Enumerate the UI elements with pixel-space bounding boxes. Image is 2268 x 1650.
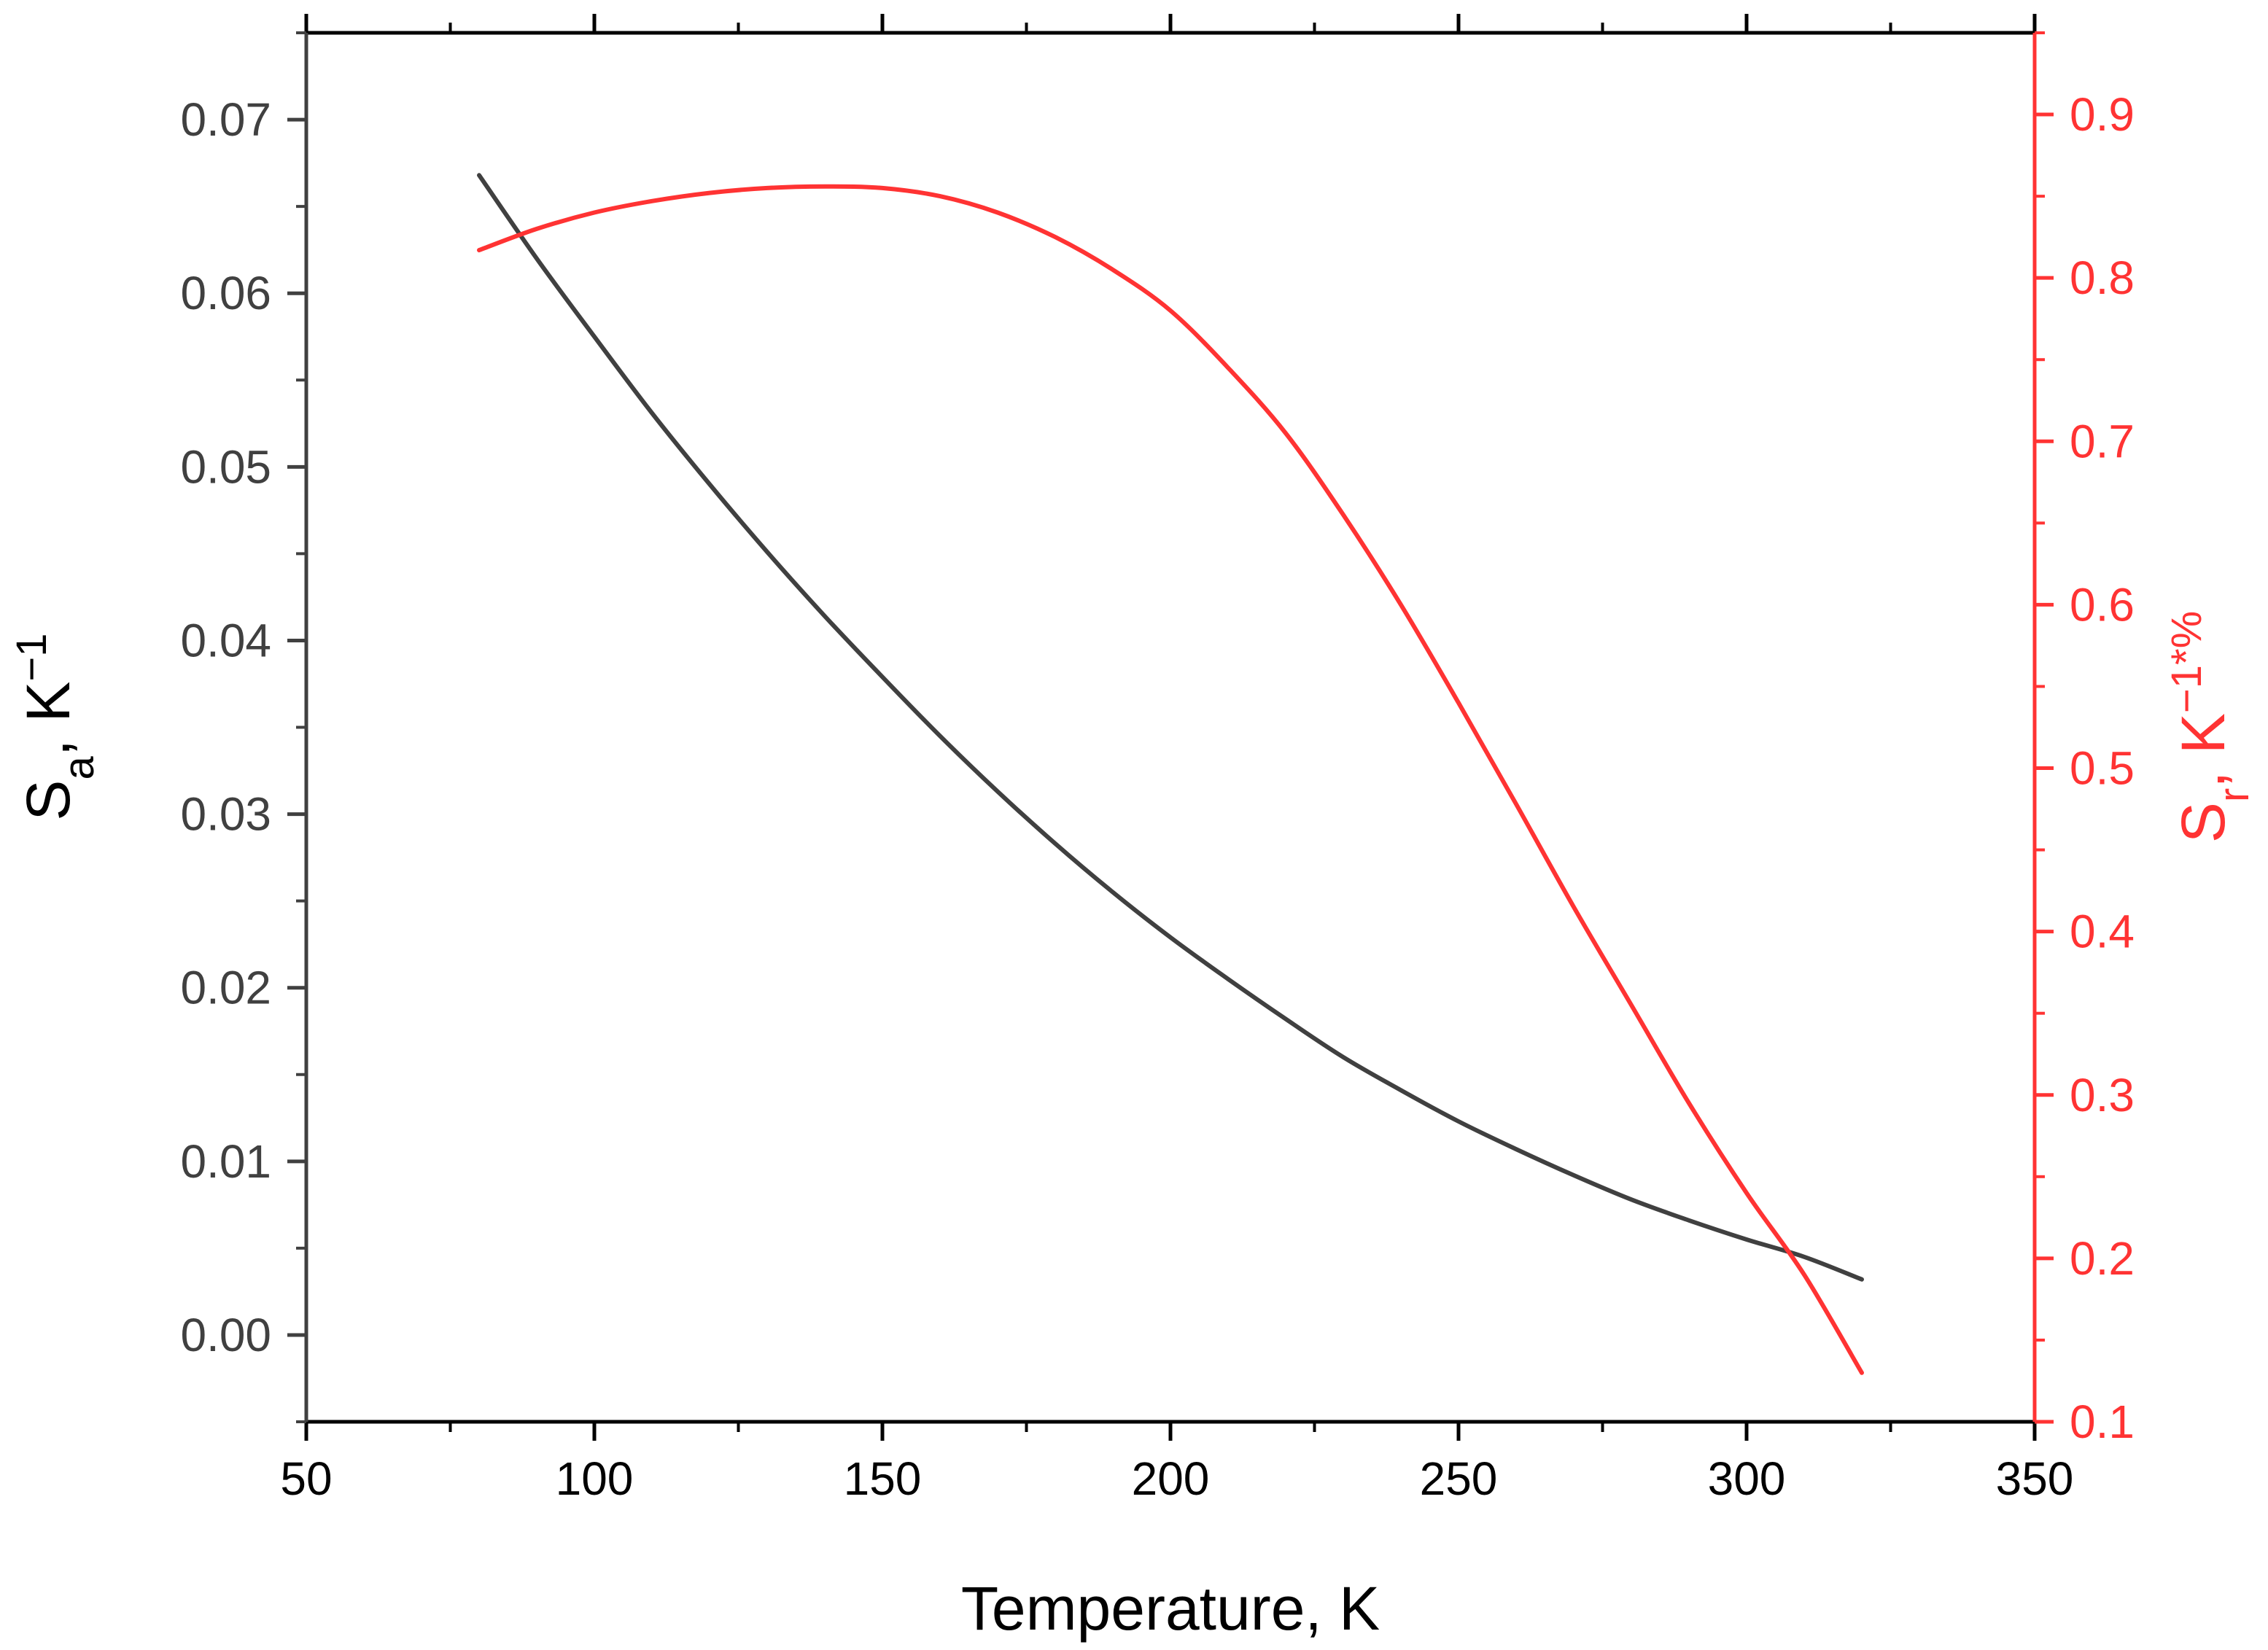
right-y-tick-label: 0.7 bbox=[2070, 415, 2135, 467]
right-y-tick-label: 0.8 bbox=[2070, 252, 2135, 304]
left-y-tick-label: 0.00 bbox=[180, 1309, 271, 1361]
x-tick-label: 150 bbox=[844, 1452, 922, 1505]
right-y-tick-label: 0.2 bbox=[2070, 1232, 2135, 1285]
x-tick-label: 250 bbox=[1420, 1452, 1498, 1505]
x-tick-label: 50 bbox=[280, 1452, 332, 1505]
left-y-tick-label: 0.04 bbox=[180, 614, 271, 666]
right-y-tick-label: 0.5 bbox=[2070, 742, 2135, 795]
left-y-tick-label: 0.02 bbox=[180, 962, 271, 1014]
sr-series-line bbox=[477, 184, 1864, 1375]
sa-series-line bbox=[477, 173, 1864, 1282]
right-y-tick-label: 0.4 bbox=[2070, 906, 2135, 958]
x-tick-label: 200 bbox=[1132, 1452, 1210, 1505]
right-y-axis-title: Sr, K−1*% bbox=[2163, 611, 2258, 843]
x-axis-title: Temperature, K bbox=[961, 1574, 1380, 1643]
left-y-tick-label: 0.07 bbox=[180, 93, 271, 146]
plot-area bbox=[306, 33, 2035, 1422]
left-y-tick-label: 0.01 bbox=[180, 1135, 271, 1188]
right-y-tick-label: 0.6 bbox=[2070, 578, 2135, 631]
right-y-tick-label: 0.3 bbox=[2070, 1069, 2135, 1121]
left-y-tick-label: 0.05 bbox=[180, 440, 271, 493]
left-y-tick-label: 0.03 bbox=[180, 788, 271, 841]
left-y-axis-title: Sa, K−1 bbox=[8, 633, 103, 820]
right-y-tick-label: 0.9 bbox=[2070, 88, 2135, 141]
x-tick-label: 100 bbox=[556, 1452, 634, 1505]
x-tick-label: 300 bbox=[1708, 1452, 1786, 1505]
x-tick-label: 350 bbox=[1996, 1452, 2074, 1505]
right-y-tick-label: 0.1 bbox=[2070, 1396, 2135, 1448]
left-y-tick-label: 0.06 bbox=[180, 267, 271, 319]
